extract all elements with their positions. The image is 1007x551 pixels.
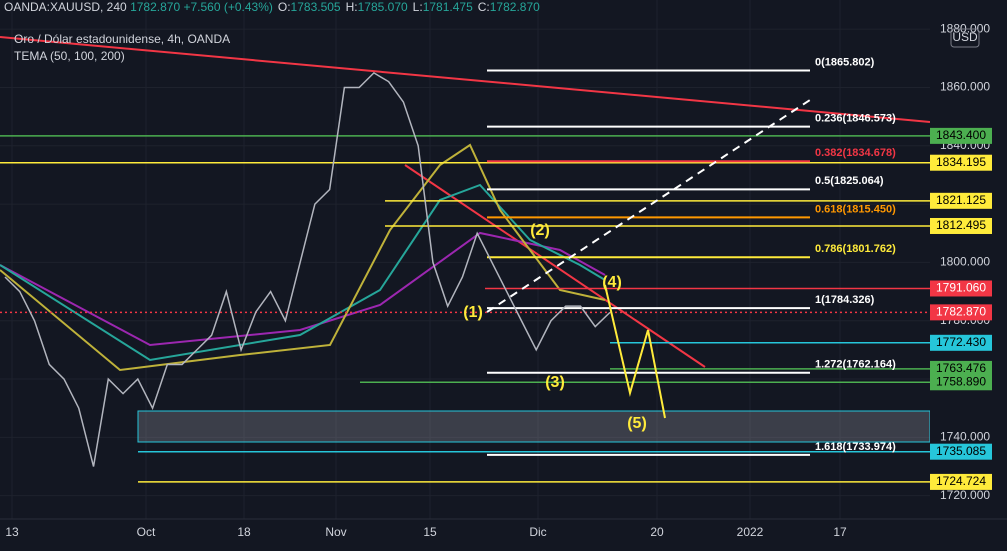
fib-label: 0(1865.802) <box>815 56 875 68</box>
price-label-box <box>930 217 992 234</box>
price-label: 1834.195 <box>936 155 986 169</box>
price-label-box <box>930 154 992 171</box>
x-tick-label: Dic <box>529 525 546 539</box>
fib-label: 0.236(1846.573) <box>815 113 896 125</box>
price-label: 1758.890 <box>936 374 986 388</box>
change: +7.560 (+0.43%) <box>183 0 272 14</box>
header: OANDA:XAUUSD, 240 1782.870 +7.560 (+0.43… <box>4 0 540 14</box>
fib-label: 1.272(1762.164) <box>815 359 896 371</box>
ohlc-key: L: <box>413 0 423 14</box>
symbol: OANDA:XAUUSD, 240 <box>4 0 127 14</box>
wave-label: (3) <box>545 374 565 391</box>
price-label-box <box>930 127 992 144</box>
x-tick-label: 17 <box>833 525 847 539</box>
wave-label: (1) <box>463 304 483 321</box>
price-label: 1724.724 <box>936 474 986 488</box>
fib-label: 1(1784.326) <box>815 294 875 306</box>
axis: 1880.0001860.0001840.0001820.0001800.000… <box>5 21 992 539</box>
ohlc-value: 1785.070 <box>358 0 408 14</box>
y-tick-label: 1800.000 <box>940 255 990 269</box>
price-label: 1782.870 <box>936 305 986 319</box>
tema-200 <box>0 231 606 347</box>
fib-label: 0.786(1801.762) <box>815 243 896 255</box>
legend-title: Oro / Dólar estadounidense, 4h, OANDA <box>14 32 230 46</box>
ohlc-value: 1782.870 <box>490 0 540 14</box>
y-tick-label: 1860.000 <box>940 80 990 94</box>
x-tick-label: 20 <box>650 525 664 539</box>
fib-label: 0.618(1815.450) <box>815 203 896 215</box>
price-label-box <box>930 280 992 297</box>
plot: 0(1865.802) 0.236(1846.573) 0.382(1834.678… <box>0 56 930 483</box>
x-tick-label: 18 <box>237 525 251 539</box>
y-tick-label: 1880.000 <box>940 21 990 35</box>
wave-projection <box>604 284 666 419</box>
wave-label: (2) <box>530 222 550 239</box>
ohlc-value: 1781.475 <box>423 0 473 14</box>
ohlc-key: O: <box>278 0 291 14</box>
price-label: 1821.125 <box>936 193 986 207</box>
price-label-box <box>930 304 992 321</box>
x-tick-label: Oct <box>137 525 156 539</box>
currency-box <box>950 28 980 48</box>
price-label: 1843.400 <box>936 128 986 142</box>
y-tick-label: 1740.000 <box>940 430 990 444</box>
price-label: 1735.085 <box>936 444 986 458</box>
x-tick-label: 2022 <box>737 525 764 539</box>
ohlc-key: H: <box>346 0 358 14</box>
zone-box <box>137 410 931 443</box>
trendline <box>0 36 931 123</box>
ohlc-value: 1783.505 <box>291 0 341 14</box>
x-tick-label: 13 <box>5 525 19 539</box>
legend-indicator: TEMA (50, 100, 200) <box>14 49 125 63</box>
price-line <box>4 71 611 467</box>
ohlc-key: C: <box>478 0 490 14</box>
price-label-box <box>930 443 992 460</box>
price-label: 1812.495 <box>936 218 986 232</box>
price: 1782.870 <box>130 0 180 14</box>
price-label: 1791.060 <box>936 281 986 295</box>
price-label: 1772.430 <box>936 335 986 349</box>
wave-label: (5) <box>627 415 647 432</box>
fib-label: 0.382(1834.678) <box>815 147 896 159</box>
price-label-box <box>930 374 992 391</box>
price-label-box <box>930 360 992 377</box>
fib-label: 1.618(1733.974) <box>815 441 896 453</box>
trendline <box>404 164 706 368</box>
x-tick-label: 15 <box>423 525 437 539</box>
y-tick-label: 1720.000 <box>940 488 990 502</box>
currency: USD <box>952 30 978 44</box>
x-tick-label: Nov <box>325 525 346 539</box>
tema-50 <box>0 143 606 372</box>
price-label-box <box>930 192 992 209</box>
price-label: 1763.476 <box>936 361 986 375</box>
wave-label: (4) <box>602 274 622 291</box>
price-label-box <box>930 334 992 351</box>
fib-label: 0.5(1825.064) <box>815 175 884 187</box>
price-label-box <box>930 473 992 490</box>
